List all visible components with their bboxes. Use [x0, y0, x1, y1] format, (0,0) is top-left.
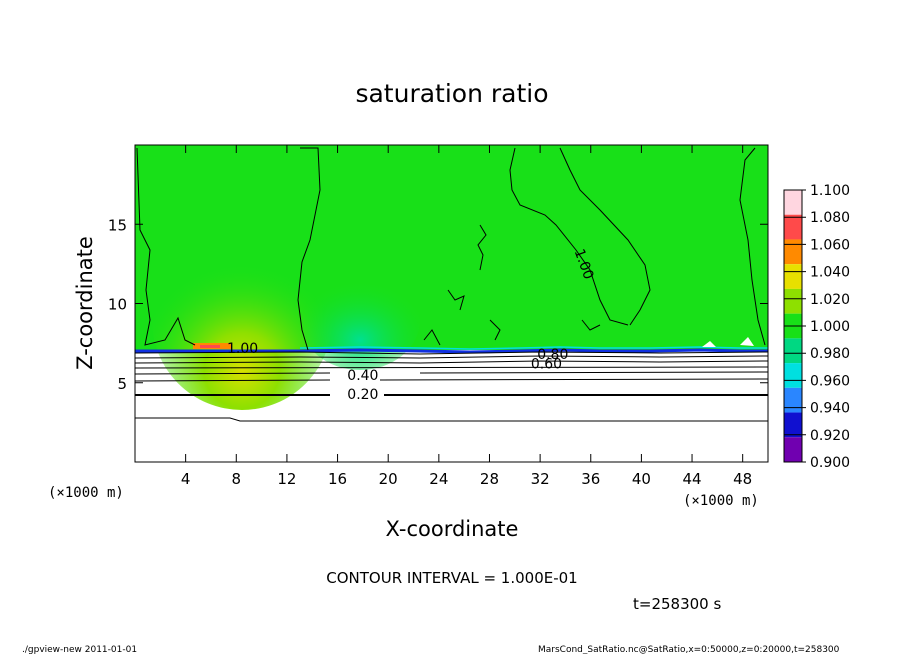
colorbar-swatch [784, 387, 802, 413]
white-patch [702, 341, 716, 347]
x-tick-label: 8 [232, 470, 242, 488]
contour-label: 0.60 [531, 357, 562, 373]
colorbar: 1.100 1.080 1.060 1.040 1.020 1.000 0.980 0.960… [783, 183, 850, 471]
cyan-boundary [299, 346, 768, 350]
colorbar-label: 0.920 [810, 428, 850, 444]
x-tick-label: 40 [632, 470, 651, 488]
colorbar-label: 1.060 [810, 237, 850, 253]
contour-h6 [135, 378, 768, 382]
colorbar-swatch [784, 214, 802, 240]
contour-h2 [135, 355, 768, 359]
contour-h4 [135, 366, 768, 369]
x-tick-label: 44 [682, 470, 701, 488]
colorbar-swatch [784, 412, 802, 438]
x-tick-label: 12 [277, 470, 296, 488]
colorbar-label: 0.960 [810, 373, 850, 389]
white-patch-2 [740, 337, 754, 346]
contour-right-ridge [509, 147, 629, 326]
colorbar-label: 1.080 [810, 210, 850, 226]
contour-h1 [135, 351, 768, 355]
y-axis-ticks: 5 10 15 [108, 216, 768, 393]
footer-right: MarsCond_SatRatio.nc@SatRatio,x=0:50000,… [538, 645, 840, 654]
colorbar-swatch [784, 437, 802, 462]
contour-h5 [135, 371, 768, 375]
colorbar-swatch [784, 288, 802, 314]
colorbar-label: 0.940 [810, 401, 850, 417]
y-tick-label: 10 [108, 296, 127, 314]
y-tick-label: 15 [108, 216, 127, 234]
colorbar-label: 0.900 [810, 455, 850, 471]
contour-h8 [135, 417, 768, 422]
colorbar-label: 1.040 [810, 265, 850, 281]
contour-small-2 [447, 289, 465, 311]
colorbar-label: 0.980 [810, 346, 850, 362]
x-tick-label: 24 [429, 470, 448, 488]
contour-small-5 [581, 319, 601, 331]
contour-left-ridge [297, 147, 321, 351]
contour-small-3 [489, 319, 501, 341]
x-tick-label: 4 [181, 470, 191, 488]
colorbar-label: 1.100 [810, 183, 850, 199]
x-tick-label: 28 [480, 470, 499, 488]
contour-label: 0.80 [537, 347, 568, 363]
contour-lines [135, 147, 768, 422]
contour-label: 1.00 [227, 341, 258, 357]
time-label: t=258300 s [633, 595, 721, 613]
colorbar-label: 1.020 [810, 292, 850, 308]
x-unit-right: (×1000 m) [683, 493, 759, 509]
x-axis-label: X-coordinate [386, 517, 519, 541]
colorbar-label: 1.000 [810, 319, 850, 335]
colorbar-swatch [784, 239, 802, 265]
chart-title: saturation ratio [355, 79, 548, 108]
colorbar-swatch [784, 338, 802, 364]
y-axis-label: Z-coordinate [73, 236, 97, 370]
x-unit-left: (×1000 m) [48, 485, 124, 501]
contour-right-ridge-2 [559, 147, 651, 326]
x-tick-label: 16 [328, 470, 347, 488]
red-spot [200, 345, 220, 348]
contour-small-4 [423, 329, 441, 346]
x-axis-ticks: 4 8 12 16 20 24 28 32 36 40 44 48 [181, 145, 752, 488]
cool-region [300, 270, 420, 370]
x-tick-label: 32 [531, 470, 550, 488]
colorbar-swatch [784, 190, 802, 215]
contour-label: 0.20 [347, 387, 378, 403]
plot-area [135, 145, 768, 462]
contour-label: 0.40 [347, 368, 378, 384]
y-tick-label: 5 [117, 375, 127, 393]
x-tick-label: 20 [379, 470, 398, 488]
footer-left: ./gpview-new 2011-01-01 [22, 645, 137, 654]
x-tick-label: 48 [733, 470, 752, 488]
contour-h3 [135, 360, 768, 364]
contour-upper-left [136, 147, 196, 346]
warm-region [152, 230, 332, 410]
colorbar-swatch [784, 264, 802, 289]
contour-right-edge [739, 147, 766, 346]
x-tick-label: 36 [581, 470, 600, 488]
blue-boundary [135, 348, 768, 354]
contour-interval: CONTOUR INTERVAL = 1.000E-01 [326, 569, 577, 587]
colorbar-swatch [784, 363, 802, 388]
contour-small-1 [477, 224, 487, 271]
